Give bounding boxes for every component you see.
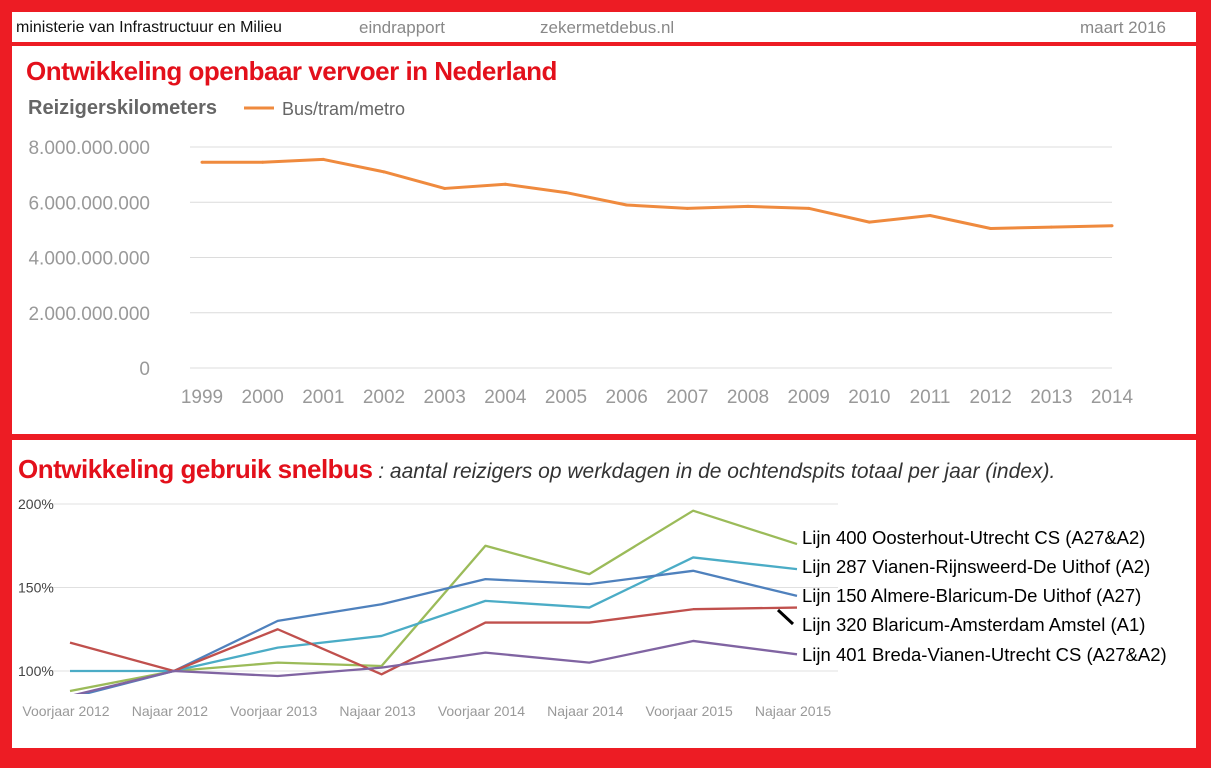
- chart1-data-point: [928, 214, 932, 218]
- report-label: eindrapport: [359, 18, 446, 37]
- chart2-panel: Ontwikkeling gebruik snelbus : aantal re…: [12, 440, 1196, 748]
- chart1-data-point: [382, 170, 386, 174]
- chart1-xtick-label: 2004: [484, 387, 527, 408]
- chart1-ytick-label: 8.000.000.000: [28, 138, 150, 159]
- chart1-title: Ontwikkeling openbaar vervoer in Nederla…: [26, 56, 557, 86]
- chart2-xtick-label: Voorjaar 2014: [438, 703, 525, 719]
- chart1-xtick-label: 2001: [302, 387, 344, 408]
- chart1-panel: Ontwikkeling openbaar vervoer in Nederla…: [12, 46, 1196, 434]
- chart1-xtick-label: 2014: [1091, 387, 1134, 408]
- chart2-xtick-label: Voorjaar 2013: [230, 703, 317, 719]
- chart1-xtick-label: 2006: [606, 387, 648, 408]
- chart1-data-point: [200, 160, 204, 164]
- chart2-ytick-label: 150%: [18, 580, 54, 596]
- chart1-data-point: [1049, 225, 1053, 229]
- chart1-series-line: [202, 157, 1113, 230]
- chart2-legend-label: Lijn 401 Breda-Vianen-Utrecht CS (A27&A2…: [802, 644, 1167, 665]
- chart1-ytick-label: 0: [139, 359, 150, 380]
- chart1-data-point: [261, 160, 265, 164]
- chart2-series-line: [79, 569, 798, 694]
- chart1-data-point: [564, 191, 568, 195]
- chart2-series-line: [73, 639, 798, 694]
- chart1-xtick-label: 1999: [181, 387, 223, 408]
- chart2-xtick-label: Najaar 2012: [132, 703, 208, 719]
- header-bar: ministerie van Infrastructuur en Milieu …: [12, 12, 1196, 42]
- date-label: maart 2016: [1080, 18, 1166, 37]
- chart2-legend-label: Lijn 150 Almere-Blaricum-De Uithof (A27): [802, 585, 1141, 606]
- chart2-xtick-label: Najaar 2014: [547, 703, 623, 719]
- chart1-data-point: [867, 220, 871, 224]
- chart2-ytick-label: 200%: [18, 496, 54, 512]
- chart2-legend-label: Lijn 320 Blaricum-Amsterdam Amstel (A1): [802, 614, 1145, 635]
- chart2-xtick-label: Najaar 2015: [755, 703, 831, 719]
- chart2-ytick-label: 100%: [18, 663, 54, 679]
- chart2-series-group: [69, 509, 798, 694]
- chart1-xtick-label: 2013: [1030, 387, 1072, 408]
- chart1-legend-label: Bus/tram/metro: [282, 99, 405, 119]
- chart2-series-line: [69, 509, 798, 693]
- ministry-name: ministerie van Infrastructuur en Milieu: [16, 19, 282, 36]
- chart2-xtick-label: Voorjaar 2012: [22, 703, 109, 719]
- chart2-series-line: [70, 556, 798, 673]
- chart2-legend-label: Lijn 287 Vianen-Rijnsweerd-De Uithof (A2…: [802, 556, 1150, 577]
- chart1-xtick-label: 2010: [848, 387, 890, 408]
- chart1-xtick-label: 2008: [727, 387, 769, 408]
- chart1-xtick-label: 2005: [545, 387, 587, 408]
- chart1-data-point: [989, 226, 993, 230]
- chart1-xtick-label: 2000: [242, 387, 284, 408]
- chart2-series-line: [69, 606, 798, 676]
- site-label: zekermetdebus.nl: [540, 18, 675, 37]
- chart2-xtick-label: Voorjaar 2015: [646, 703, 733, 719]
- chart1-data-point: [321, 157, 325, 161]
- chart1-data-point: [625, 203, 629, 207]
- chart1-ytick-label: 6.000.000.000: [28, 193, 150, 214]
- chart1-xtick-label: 2003: [424, 387, 466, 408]
- chart2-svg: 100% 150% 200% Voorjaar 2012 Najaar 2012 Voo…: [18, 496, 1167, 719]
- chart1-ytick-label: 2.000.000.000: [28, 304, 150, 325]
- chart1-data-point: [807, 206, 811, 210]
- chart1-data-point: [685, 206, 689, 210]
- chart2-xtick-label: Najaar 2013: [339, 703, 415, 719]
- chart1-xtick-label: 2009: [788, 387, 830, 408]
- chart1-data-point: [443, 186, 447, 190]
- chart1-ylabel: Reizigerskilometers: [28, 97, 217, 119]
- chart1-svg: Reizigerskilometers Bus/tram/metro 0 2.00…: [28, 97, 1134, 408]
- chart1-data-point: [1110, 224, 1114, 228]
- chart1-ytick-label: 4.000.000.000: [28, 249, 150, 270]
- chart2-subtitle: : aantal reizigers op werkdagen in de oc…: [372, 460, 1056, 483]
- chart1-xtick-label: 2011: [910, 387, 951, 408]
- chart2-legend-pointer: [776, 608, 795, 626]
- chart2-title: Ontwikkeling gebruik snelbus: [18, 454, 373, 484]
- chart1-xtick-label: 2002: [363, 387, 405, 408]
- chart1-xtick-label: 2007: [666, 387, 708, 408]
- chart1-xtick-label: 2012: [970, 387, 1012, 408]
- chart2-legend-label: Lijn 400 Oosterhout-Utrecht CS (A27&A2): [802, 527, 1145, 548]
- chart1-data-point: [503, 182, 507, 186]
- chart1-data-point: [746, 204, 750, 208]
